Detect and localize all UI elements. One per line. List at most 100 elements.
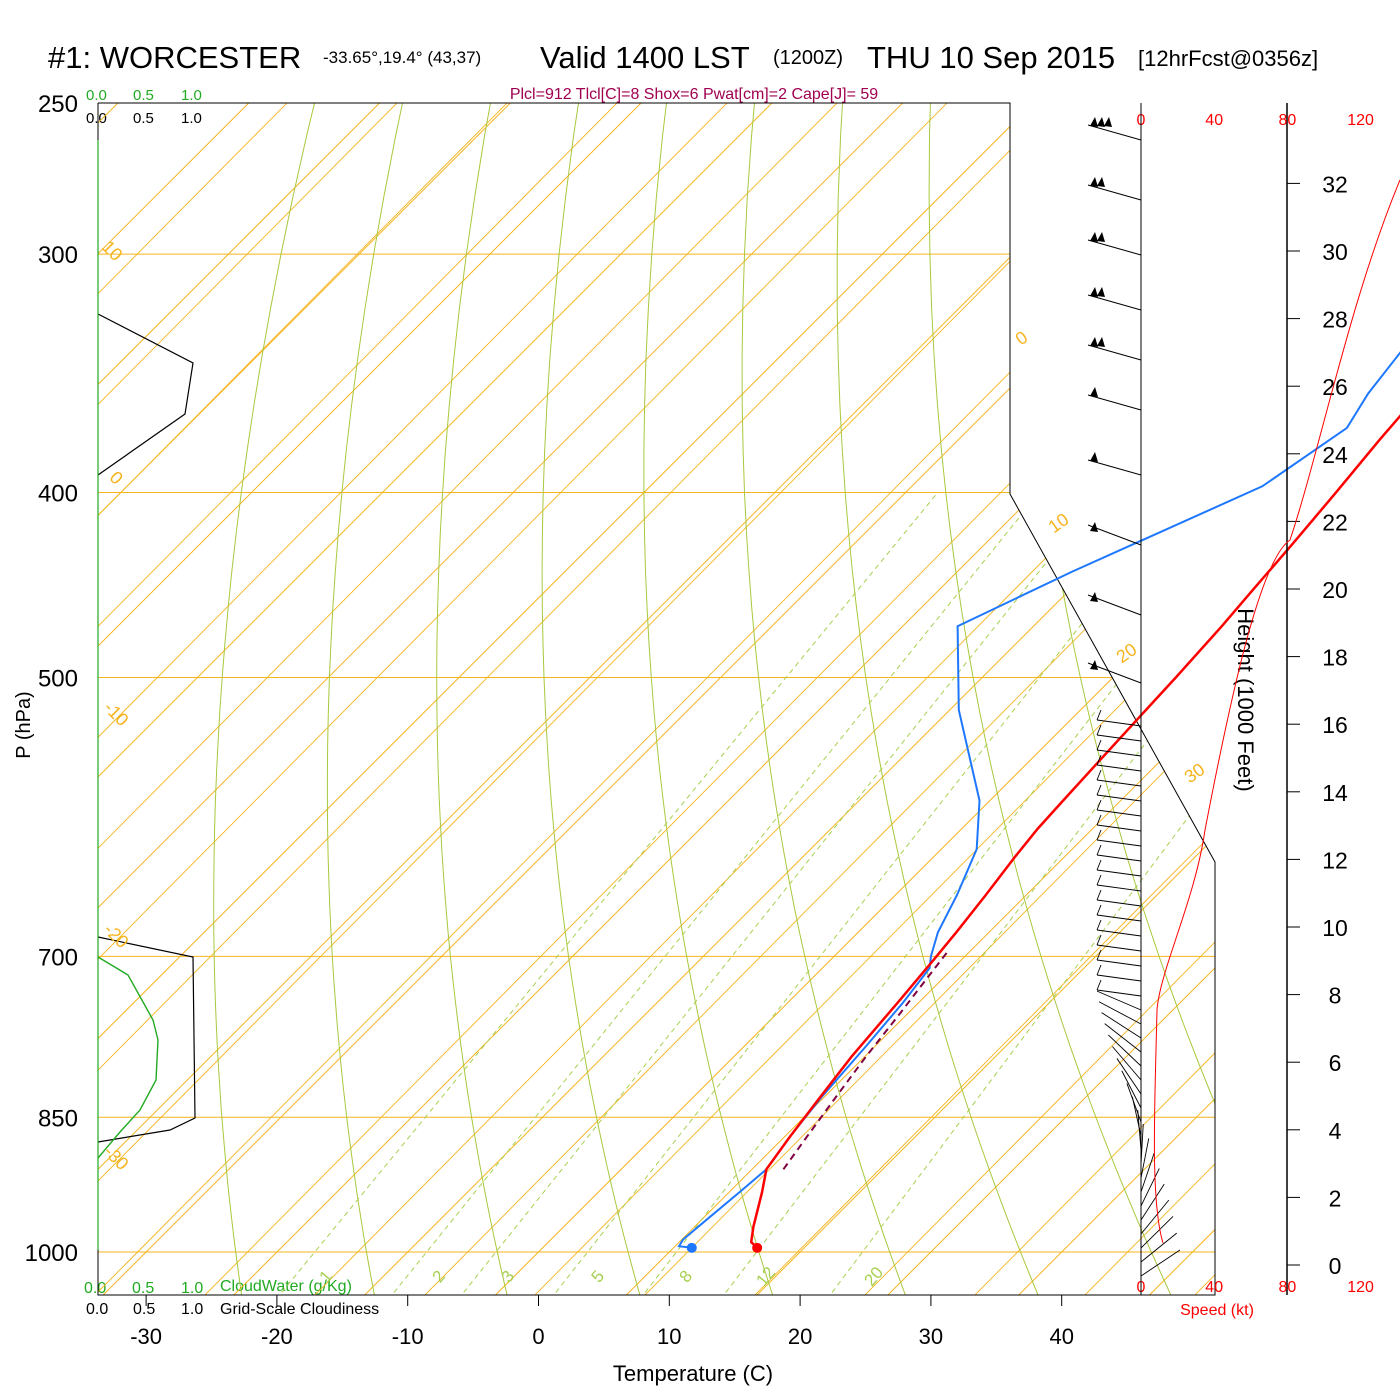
cloud-scale-top-black-0: 0.0 [86, 110, 107, 127]
cross-line [309, 103, 1215, 1295]
station-title: #1: WORCESTER [48, 40, 301, 75]
dry-adiabat [213, 103, 324, 1295]
isotherm [98, 103, 545, 1295]
dry-adiabat [741, 103, 920, 1295]
cloud-scale-bottom-green-1: 0.5 [132, 1280, 154, 1297]
wind-speed-tick-bottom: 80 [1279, 1279, 1297, 1296]
forecast-label: [12hrFcst@0356z] [1138, 46, 1318, 71]
cross-line [859, 103, 1215, 1295]
wind-barb [1140, 1124, 1144, 1165]
axes: Temperature (C) P (hPa) Height (1000 Fee… [13, 91, 1374, 1386]
cross-line [969, 103, 1215, 1295]
wind-flag [1097, 117, 1105, 127]
cloud-scale-bottom-green-0: 0.0 [84, 1280, 106, 1297]
wind-barb [1096, 884, 1142, 892]
wind-barb [1101, 1012, 1142, 1039]
wind-barb [1116, 1058, 1142, 1095]
wind-speed-tick-top: 40 [1205, 112, 1223, 129]
cross-line [419, 103, 1215, 1295]
cross-line [98, 103, 731, 1295]
cloudwater-profile [97, 956, 159, 1159]
cloud-scale-top-black-1: 0.5 [133, 110, 154, 127]
mixing-ratio-line [393, 492, 1040, 1293]
thermo-grid [98, 100, 1400, 1300]
wind-barb [1096, 764, 1142, 772]
wind-flag [1097, 232, 1105, 242]
cross-line [98, 103, 951, 1295]
isotherm [705, 103, 1215, 1295]
parcel-line [782, 949, 950, 1170]
wind-barb [1096, 719, 1142, 727]
x-tick-label: 0 [532, 1324, 544, 1349]
surface-temperature-dot [752, 1242, 763, 1253]
wind-barb [1096, 989, 1142, 997]
wind-barb [1096, 974, 1142, 982]
wind-barb [1096, 784, 1102, 796]
x-tick-label: -30 [130, 1324, 162, 1349]
wind-barb [1096, 734, 1142, 742]
cross-line [1300, 100, 1400, 1300]
wind-barb [1096, 904, 1102, 916]
wind-barb [1096, 869, 1142, 877]
wind-speed-tick-top: 120 [1347, 112, 1374, 129]
isotherm [575, 103, 1215, 1295]
wind-flag [1090, 177, 1098, 187]
wind-speed-label: Speed (kt) [1180, 1302, 1254, 1319]
cloudiness-profile [97, 313, 196, 1143]
wind-barb [1098, 1001, 1142, 1025]
wind-barb [1096, 964, 1102, 976]
wind-flag [1090, 522, 1098, 532]
x-tick-label: -20 [261, 1324, 293, 1349]
pressure-tick-label: 1000 [25, 1240, 78, 1267]
wind-barb [1140, 1153, 1155, 1193]
pressure-tick-label: 850 [38, 1105, 78, 1132]
cloud-scale-bottom-black-2: 1.0 [181, 1301, 203, 1318]
x-tick-label: -10 [392, 1324, 424, 1349]
cloud-scale-top-green-2: 1.0 [181, 87, 202, 104]
isotherm [98, 103, 1068, 1295]
cross-line [98, 103, 621, 1295]
height-tick-label: 22 [1322, 509, 1348, 535]
cloud-scale-bottom-black-1: 0.5 [133, 1301, 155, 1318]
x-axis-label: Temperature (C) [613, 1361, 773, 1386]
wind-barb [1096, 799, 1102, 811]
wind-speed-tick-bottom: 40 [1205, 1279, 1223, 1296]
dewpoint-line [677, 351, 1400, 1249]
cross-line [1189, 103, 1215, 1295]
isotherm-label: 10 [98, 237, 126, 265]
wind-barb [1096, 899, 1142, 907]
height-tick-label: 16 [1322, 712, 1348, 738]
x-tick-label: 40 [1049, 1324, 1073, 1349]
isotherm [182, 103, 1215, 1295]
wind-barb [1087, 124, 1142, 141]
isotherm-label: 0 [1012, 327, 1032, 349]
cloud-scale-top: 0.0 0.5 1.0 0.0 0.5 1.0 [86, 87, 202, 127]
wind-barb [1096, 844, 1102, 856]
indices-line: Plcl=912 Tlcl[C]=8 Shox=6 Pwat[cm]=2 Cap… [510, 86, 878, 103]
wind-barb [1140, 1138, 1150, 1179]
wind-barb [1137, 1110, 1142, 1151]
isotherm-label: 30 [1181, 759, 1209, 787]
wind-barb [1096, 934, 1102, 946]
dry-adiabat [436, 103, 517, 1295]
cloud-scale-top-green-0: 0.0 [86, 87, 107, 104]
mixing-ratio-line [831, 492, 1215, 1293]
height-tick-label: 0 [1329, 1253, 1342, 1279]
mixing-ratio-label: 12 [752, 1263, 779, 1290]
wind-barb [1096, 779, 1142, 787]
wind-flag [1097, 337, 1105, 347]
wind-flag [1097, 177, 1105, 187]
cloudiness-label: Grid-Scale Cloudiness [220, 1301, 379, 1318]
wind-barb [1140, 1216, 1174, 1249]
wind-barb [1096, 979, 1102, 991]
cloud-scale-top-green-1: 0.5 [133, 87, 154, 104]
mixing-ratio-line [281, 492, 939, 1293]
cross-line [529, 103, 1215, 1295]
mixing-ratio-label: 2 [428, 1267, 449, 1286]
wind-flag [1090, 387, 1098, 397]
mixing-ratio-line [644, 492, 1215, 1293]
wind-barb [1096, 754, 1102, 766]
height-tick-label: 4 [1329, 1118, 1342, 1144]
isotherm [98, 103, 676, 1295]
height-tick-label: 26 [1322, 374, 1348, 400]
